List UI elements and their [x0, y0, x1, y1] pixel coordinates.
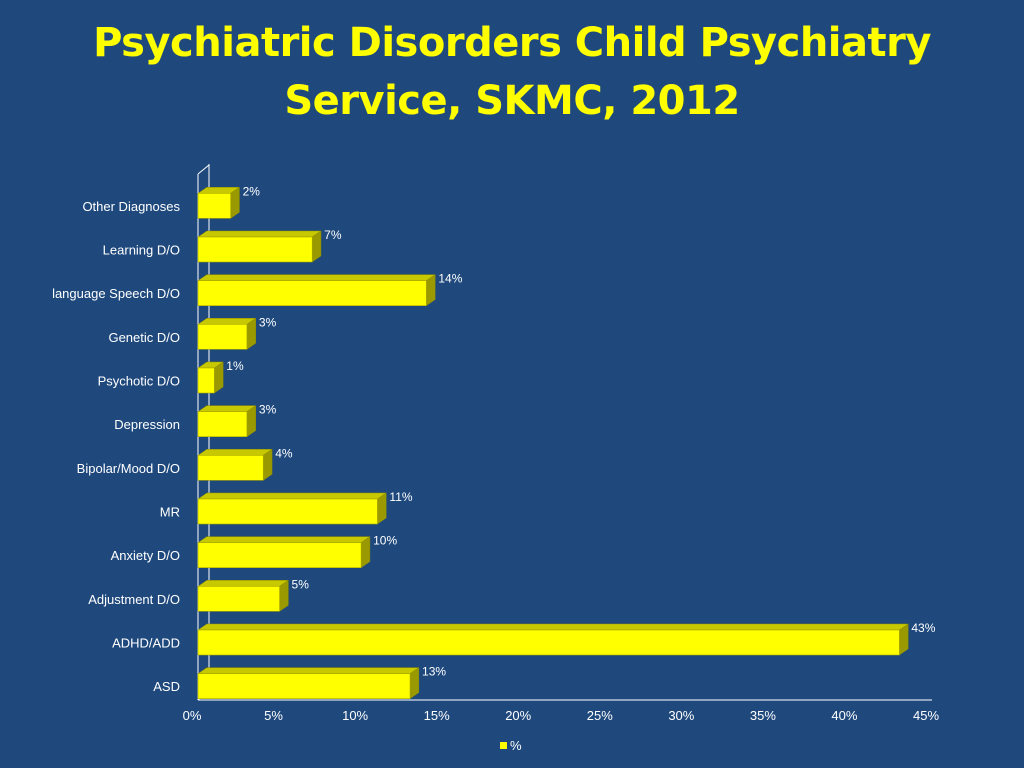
- bar-top-face: [197, 580, 290, 587]
- data-label: 1%: [226, 359, 244, 373]
- bar-top-face: [197, 623, 909, 631]
- data-label: 5%: [292, 577, 310, 591]
- x-tick-label: 45%: [913, 708, 939, 723]
- bar-front-face: [197, 629, 900, 656]
- category-label: Bipolar/Mood D/O: [77, 461, 180, 476]
- x-tick-label: 30%: [668, 708, 694, 723]
- bar-top-face: [197, 230, 322, 238]
- legend-swatch: [500, 742, 507, 749]
- bar-front-face: [197, 324, 248, 350]
- x-tick-label: 20%: [505, 708, 531, 723]
- bar-front-face: [197, 193, 231, 219]
- x-tick-label: 35%: [750, 708, 776, 723]
- category-label: Adjustment D/O: [88, 592, 180, 607]
- x-tick-label: 10%: [342, 708, 368, 723]
- bar-top-face: [197, 667, 420, 674]
- data-label: 4%: [275, 446, 293, 460]
- data-label: 3%: [259, 403, 277, 417]
- bar-front-face: [197, 280, 427, 306]
- data-label: 2%: [243, 184, 261, 198]
- data-label: 10%: [373, 534, 397, 548]
- bar-front-face: [197, 367, 215, 394]
- category-label: Learning D/O: [103, 243, 180, 258]
- bar-front-face: [197, 411, 248, 437]
- x-tick-label: 5%: [264, 708, 283, 723]
- bar-front-face: [197, 542, 362, 568]
- category-label: Other Diagnoses: [82, 199, 180, 214]
- category-label: MR: [160, 505, 180, 520]
- data-label: 13%: [422, 665, 446, 679]
- data-label: 43%: [911, 621, 935, 635]
- bar-top-face: [197, 318, 257, 325]
- x-tick-label: 25%: [587, 708, 613, 723]
- slide-title-line-2: Service, SKMC, 2012: [284, 78, 740, 124]
- bar-top-face: [197, 405, 257, 412]
- x-tick-label: 15%: [424, 708, 450, 723]
- category-label: language Speech D/O: [52, 286, 180, 301]
- wall-edge: [197, 164, 210, 175]
- category-label: Psychotic D/O: [98, 374, 180, 389]
- bar-top-face: [197, 492, 388, 500]
- x-tick-label: 0%: [183, 708, 202, 723]
- bar-top-face: [197, 536, 371, 543]
- bar-front-face: [197, 236, 313, 263]
- data-label: 7%: [324, 228, 342, 242]
- data-label: 3%: [259, 315, 277, 329]
- bar-front-face: [197, 455, 264, 481]
- data-label: 14%: [438, 272, 462, 286]
- bar-front-face: [197, 586, 280, 612]
- category-label: ASD: [153, 679, 180, 694]
- bar-top-face: [197, 274, 436, 281]
- category-label: ADHD/ADD: [112, 636, 180, 651]
- legend-label: %: [510, 738, 522, 753]
- x-tick-label: 40%: [831, 708, 857, 723]
- bar-front-face: [197, 673, 411, 699]
- bar-top-face: [197, 449, 273, 456]
- data-label: 11%: [389, 490, 412, 504]
- slide-title-line-1: Psychiatric Disorders Child Psychiatry: [93, 20, 931, 66]
- slide-title: Psychiatric Disorders Child Psychiatry S…: [0, 14, 1024, 130]
- bar-front-face: [197, 498, 378, 525]
- category-label: Depression: [114, 417, 180, 432]
- category-label: Anxiety D/O: [111, 548, 180, 563]
- category-label: Genetic D/O: [108, 330, 180, 345]
